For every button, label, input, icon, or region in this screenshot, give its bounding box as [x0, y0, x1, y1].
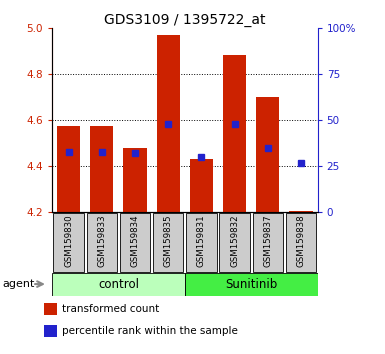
Bar	[44, 303, 57, 315]
FancyBboxPatch shape	[219, 213, 250, 272]
FancyBboxPatch shape	[120, 213, 150, 272]
FancyBboxPatch shape	[53, 213, 84, 272]
Text: GSM159831: GSM159831	[197, 214, 206, 267]
Bar	[157, 35, 180, 212]
FancyBboxPatch shape	[186, 213, 217, 272]
Bar	[57, 126, 80, 212]
FancyBboxPatch shape	[153, 213, 184, 272]
FancyBboxPatch shape	[253, 213, 283, 272]
Bar	[223, 55, 246, 212]
Text: control: control	[98, 278, 139, 291]
Bar	[44, 325, 57, 337]
Text: GSM159833: GSM159833	[97, 214, 106, 267]
FancyBboxPatch shape	[185, 273, 318, 296]
Bar	[123, 148, 147, 212]
Text: GSM159832: GSM159832	[230, 214, 239, 267]
Bar	[90, 126, 114, 212]
Bar	[256, 97, 280, 212]
Text: percentile rank within the sample: percentile rank within the sample	[62, 326, 238, 336]
Bar	[190, 159, 213, 212]
Bar	[290, 211, 313, 212]
Text: GSM159830: GSM159830	[64, 214, 73, 267]
Title: GDS3109 / 1395722_at: GDS3109 / 1395722_at	[104, 13, 266, 27]
Text: Sunitinib: Sunitinib	[225, 278, 277, 291]
FancyBboxPatch shape	[52, 273, 185, 296]
Text: GSM159838: GSM159838	[296, 214, 306, 267]
Text: agent: agent	[3, 279, 35, 289]
Text: GSM159835: GSM159835	[164, 214, 173, 267]
Text: GSM159837: GSM159837	[263, 214, 272, 267]
Text: GSM159834: GSM159834	[131, 214, 139, 267]
FancyBboxPatch shape	[286, 213, 316, 272]
Text: transformed count: transformed count	[62, 304, 160, 314]
FancyBboxPatch shape	[87, 213, 117, 272]
